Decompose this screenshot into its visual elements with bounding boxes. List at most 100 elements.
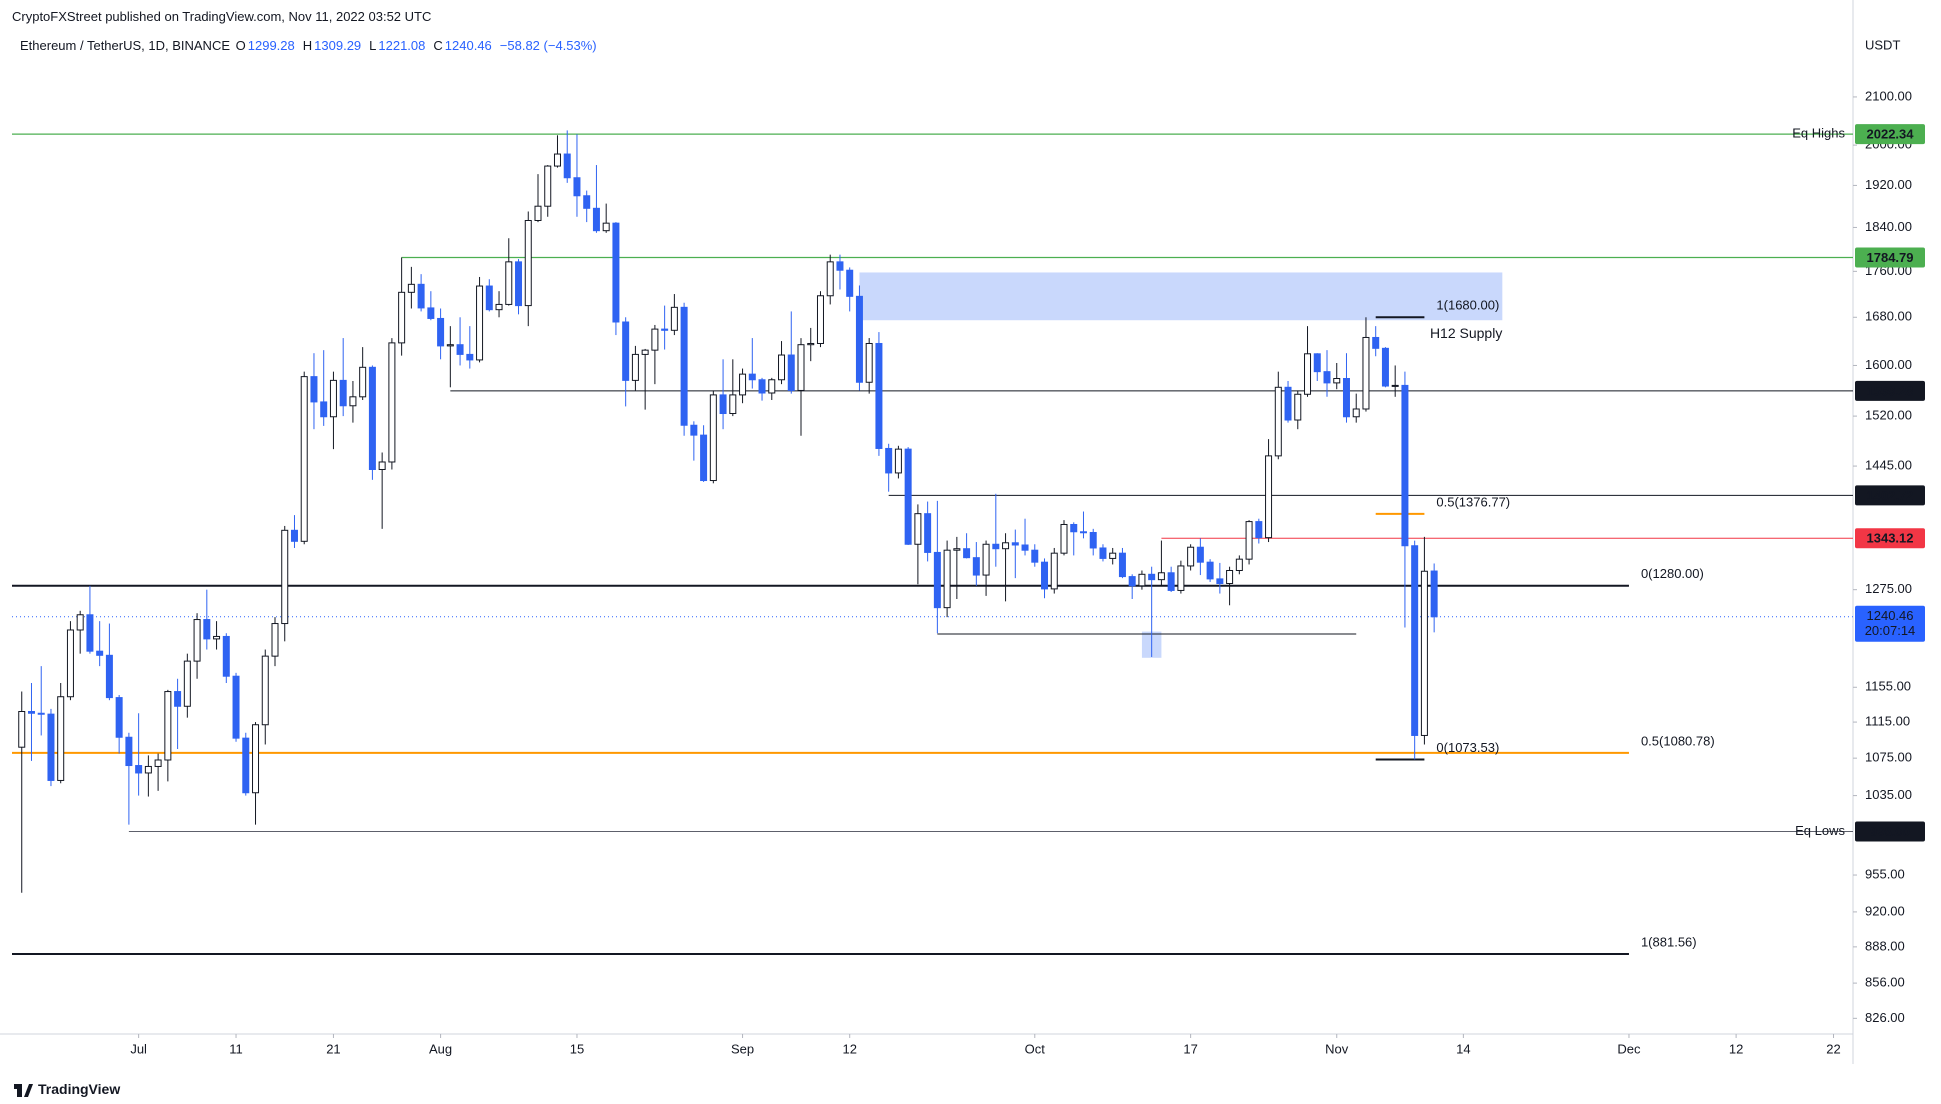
ohlc-label: L xyxy=(369,38,377,53)
candle-body xyxy=(203,619,211,640)
candle-body xyxy=(476,285,484,361)
brand-logo xyxy=(14,1084,33,1097)
candle-body xyxy=(222,635,230,677)
candle-body xyxy=(242,737,250,794)
x-tick-label: 15 xyxy=(570,1041,584,1056)
candle-body xyxy=(1187,546,1195,567)
candle-body xyxy=(534,205,542,221)
price-tag-label: 1402.72 xyxy=(1867,488,1914,503)
candle-body xyxy=(66,629,74,698)
candle-body xyxy=(349,396,357,407)
candle-body xyxy=(1294,393,1302,421)
y-tick-label: 1275.00 xyxy=(1865,581,1912,596)
candle-body xyxy=(417,283,425,309)
candle-body xyxy=(407,283,415,293)
candle-body xyxy=(456,344,464,355)
candle-body xyxy=(563,153,571,179)
y-tick-label: 1680.00 xyxy=(1865,309,1912,324)
candle-body xyxy=(47,713,55,781)
y-tick-label: 1075.00 xyxy=(1865,750,1912,765)
candle-body xyxy=(515,261,523,307)
y-tick-label: 856.00 xyxy=(1865,975,1905,990)
y-tick-label: 1035.00 xyxy=(1865,787,1912,802)
candle-body xyxy=(787,354,795,391)
zone xyxy=(859,272,1503,321)
ohlc-value: 1309.29 xyxy=(314,38,362,53)
ohlc-label: O xyxy=(235,38,246,53)
x-tick-label: 11 xyxy=(229,1041,243,1056)
candle-body xyxy=(963,548,971,559)
candle-body xyxy=(1274,386,1282,457)
y-tick-label: 1600.00 xyxy=(1865,357,1912,372)
ohlc-value: 1299.28 xyxy=(247,38,295,53)
candle-body xyxy=(144,765,152,774)
level-label: 0(1073.53) xyxy=(1436,740,1499,755)
candle-body xyxy=(875,342,883,449)
last-price-label: 1240.46 xyxy=(1867,608,1914,623)
candle-body xyxy=(154,759,162,767)
candle-body xyxy=(437,317,445,347)
candle-body xyxy=(631,353,639,381)
currency-label: USDT xyxy=(1865,37,1900,52)
candle-body xyxy=(1255,521,1263,539)
candle-body xyxy=(1342,378,1350,418)
candle-body xyxy=(1050,552,1058,590)
candle-body xyxy=(281,529,289,625)
candle-body xyxy=(700,434,708,482)
price-tag-label: 1343.12 xyxy=(1867,531,1914,546)
candle-body xyxy=(894,448,902,474)
candle-body xyxy=(924,513,932,553)
ohlc-value: 1221.08 xyxy=(378,38,426,53)
candle-body xyxy=(1362,336,1370,410)
candle-body xyxy=(1099,547,1107,559)
price-tag xyxy=(1855,528,1925,549)
brand: TradingView xyxy=(38,1081,121,1097)
candle-body xyxy=(1304,353,1312,395)
candle-body xyxy=(1245,521,1253,560)
candle-body xyxy=(320,401,328,418)
candle-body xyxy=(37,712,45,715)
y-tick-label: 888.00 xyxy=(1865,938,1905,953)
x-tick-label: Oct xyxy=(1025,1041,1046,1056)
candle-body xyxy=(739,373,747,396)
price-tag-label: 2022.34 xyxy=(1867,127,1915,142)
candle-body xyxy=(612,222,620,323)
candle-body xyxy=(583,195,591,209)
candle-body xyxy=(164,691,172,761)
x-tick-label: 12 xyxy=(1729,1041,1743,1056)
change: −58.82 (−4.53%) xyxy=(499,38,597,53)
candle-body xyxy=(1401,384,1409,547)
level-name: Eq Lows xyxy=(1795,823,1845,838)
y-tick-label: 1920.00 xyxy=(1865,177,1912,192)
candle-body xyxy=(1128,576,1136,587)
candle-body xyxy=(115,697,123,738)
zone-label: H12 Supply xyxy=(1430,325,1502,341)
candle-body xyxy=(27,711,35,714)
candle-body xyxy=(1313,353,1321,373)
candle-body xyxy=(290,529,298,542)
candle-body xyxy=(388,342,396,463)
candle-body xyxy=(729,394,737,415)
candle-body xyxy=(651,328,659,351)
y-tick-label: 2100.00 xyxy=(1865,88,1912,103)
candle-body xyxy=(1420,570,1428,736)
x-tick-label: Dec xyxy=(1617,1041,1641,1056)
candle-body xyxy=(1284,386,1292,421)
y-tick-label: 1155.00 xyxy=(1865,679,1911,694)
y-tick-label: 1445.00 xyxy=(1865,458,1912,473)
candle-body xyxy=(1041,561,1049,590)
candle-body xyxy=(602,222,610,232)
candle-body xyxy=(252,724,260,794)
candle-body xyxy=(446,344,454,347)
candle-body xyxy=(1021,544,1029,551)
candle-body xyxy=(398,291,406,344)
candle-body xyxy=(135,765,143,774)
candle-body xyxy=(427,307,435,319)
candle-body xyxy=(992,543,1000,550)
candle-body xyxy=(1167,572,1175,591)
candle-body xyxy=(680,306,688,426)
candle-body xyxy=(1148,573,1156,581)
level-label: 1(1680.00) xyxy=(1436,298,1499,313)
